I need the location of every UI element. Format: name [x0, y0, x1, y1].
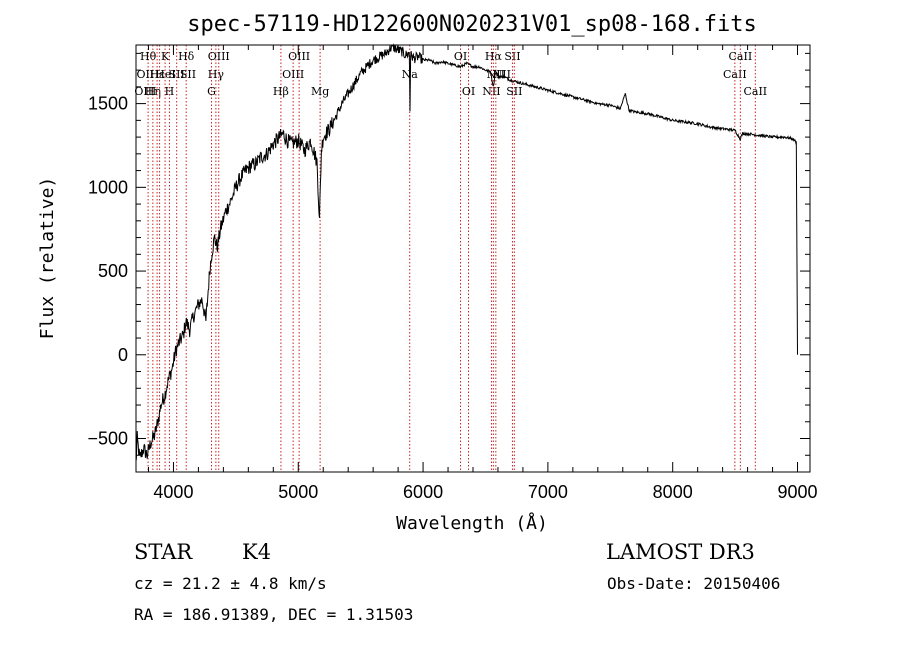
y-tick-label: −500: [87, 429, 128, 449]
x-tick-label: 6000: [403, 482, 443, 502]
spectral-line-label: OI: [454, 50, 467, 63]
spectral-line-label: SII: [504, 50, 520, 63]
x-axis-label: Wavelength (Å): [396, 512, 548, 534]
spectral-line-label: OI: [462, 85, 475, 98]
spectral-line-label: H: [165, 85, 175, 98]
y-tick-label: 1500: [88, 94, 128, 114]
obs-date: Obs-Date: 20150406: [607, 574, 781, 593]
object-class: STAR: [134, 540, 193, 564]
spectral-line-label-extra: SII: [180, 68, 196, 81]
spectral-line-label: Hθ: [140, 50, 157, 63]
spectral-line-label: Hγ: [208, 68, 225, 81]
spectral-line-label: CaII: [743, 85, 767, 98]
object-subclass: K4: [242, 540, 272, 564]
spectral-line-label: SII: [169, 68, 185, 81]
spectral-line-label-extra: HeI: [155, 68, 175, 81]
spectral-line-label: Mg: [311, 85, 329, 98]
spectral-line-label: Hε: [149, 68, 165, 81]
spectral-line-label: K: [161, 50, 170, 63]
spectral-line-label: CaII: [723, 68, 747, 81]
ra-dec: RA = 186.91389, DEC = 1.31503: [134, 605, 414, 624]
plot-area: [135, 43, 811, 473]
spectral-line-label: Hβ: [273, 85, 289, 98]
x-tick-label: 9000: [777, 482, 817, 502]
chart-title: spec-57119-HD122600N020231V01_sp08-168.f…: [187, 12, 757, 37]
spectral-line-label: CaII: [729, 50, 753, 63]
spectral-line-label: OIII: [208, 50, 230, 63]
y-tick-label: 500: [98, 261, 128, 281]
y-axis-label: Flux (relative): [37, 177, 58, 340]
spectral-line-label-extra: OII: [137, 68, 155, 81]
x-tick-label: 8000: [653, 482, 693, 502]
spectral-line-label: NII: [482, 85, 500, 98]
spectral-line-label-extra: OIII: [134, 85, 156, 98]
redshift-cz: cz = 21.2 ± 4.8 km/s: [134, 574, 327, 593]
x-tick-label: 4000: [153, 482, 193, 502]
plot-frame: [135, 44, 811, 473]
spectral-line-label: OIII: [288, 50, 310, 63]
y-tick-label: 0: [118, 345, 128, 365]
spectral-line-label: SII: [506, 85, 522, 98]
spectral-line-label: G: [207, 85, 216, 98]
spectrum-line: [135, 43, 798, 462]
spectral-line-label: Hα: [485, 50, 503, 63]
x-tick-label: 7000: [528, 482, 568, 502]
axis-ticks: 4000 5000 6000 7000 8000 9000 −500 0 500 1000 1500: [87, 45, 818, 502]
spectral-line-label: OIII: [282, 68, 304, 81]
x-tick-label: 5000: [278, 482, 318, 502]
survey-name: LAMOST DR3: [606, 540, 755, 564]
y-tick-label: 1000: [88, 177, 128, 197]
spectral-line-label: Hδ: [178, 50, 195, 63]
